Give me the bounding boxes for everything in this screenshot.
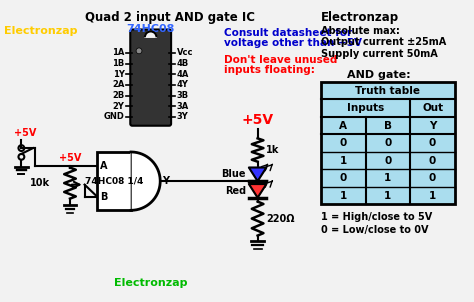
Text: Electronzap: Electronzap [320, 11, 399, 24]
Text: 1: 1 [384, 173, 392, 183]
Text: 0: 0 [429, 156, 436, 166]
Text: Electronzap: Electronzap [114, 278, 187, 288]
Text: Y: Y [162, 176, 169, 186]
Polygon shape [249, 168, 266, 181]
Text: 4A: 4A [177, 70, 189, 79]
Bar [321, 82, 455, 204]
Text: 0: 0 [384, 156, 392, 166]
Text: Don't leave unused: Don't leave unused [224, 55, 337, 65]
Text: Out: Out [422, 103, 443, 113]
Text: 10k: 10k [30, 178, 51, 188]
Text: 0: 0 [339, 173, 347, 183]
Text: Blue: Blue [221, 169, 246, 179]
Text: Y: Y [429, 121, 436, 131]
Text: Consult datasheet for: Consult datasheet for [224, 27, 352, 37]
Text: 74HC08: 74HC08 [127, 24, 175, 34]
Text: 1A: 1A [112, 48, 125, 57]
Circle shape [18, 145, 24, 151]
Text: 1Y: 1Y [112, 70, 125, 79]
Text: B: B [100, 192, 108, 202]
Text: A: A [339, 121, 347, 131]
Text: Truth table: Truth table [356, 86, 420, 96]
Text: 1: 1 [339, 191, 347, 201]
Text: Output current ±25mA: Output current ±25mA [321, 37, 446, 47]
Text: B: B [384, 121, 392, 131]
Text: GND: GND [103, 112, 125, 121]
Circle shape [136, 48, 142, 54]
Text: Vcc: Vcc [177, 48, 193, 57]
Text: Electronzap: Electronzap [4, 26, 77, 36]
Text: 1k: 1k [266, 145, 280, 155]
Text: Red: Red [225, 186, 246, 196]
Text: 220Ω: 220Ω [266, 214, 295, 223]
Text: inputs floating:: inputs floating: [224, 66, 314, 76]
Text: 1: 1 [339, 156, 347, 166]
Text: voltage other than +5V: voltage other than +5V [224, 38, 362, 48]
Bar [97, 152, 131, 210]
Text: +5V: +5V [14, 128, 36, 138]
Text: 4B: 4B [177, 59, 189, 68]
Text: 0: 0 [429, 173, 436, 183]
Text: 4Y: 4Y [177, 80, 189, 89]
Text: 1: 1 [384, 191, 392, 201]
Text: AND gate:: AND gate: [347, 70, 411, 80]
Text: Absolute max:: Absolute max: [321, 26, 400, 36]
Text: 1 = High/close to 5V: 1 = High/close to 5V [321, 212, 432, 222]
Text: 3Y: 3Y [177, 112, 189, 121]
Text: 74HC08 1/4: 74HC08 1/4 [85, 177, 143, 186]
Text: 0: 0 [384, 138, 392, 148]
Text: Quad 2 input AND gate IC: Quad 2 input AND gate IC [85, 11, 255, 24]
Text: 0: 0 [429, 138, 436, 148]
FancyBboxPatch shape [130, 30, 171, 126]
Polygon shape [131, 152, 160, 210]
Text: Supply current 50mA: Supply current 50mA [321, 49, 438, 59]
Text: 2A: 2A [112, 80, 125, 89]
Text: A: A [100, 161, 108, 171]
Text: +5V: +5V [59, 153, 81, 163]
Text: Inputs: Inputs [347, 103, 384, 113]
Text: 3B: 3B [177, 91, 189, 100]
Wedge shape [145, 31, 156, 37]
Text: +5V: +5V [242, 113, 273, 127]
Text: 1: 1 [429, 191, 436, 201]
Text: 2B: 2B [112, 91, 125, 100]
Circle shape [18, 154, 24, 160]
Text: 2Y: 2Y [112, 102, 125, 111]
Polygon shape [249, 184, 266, 198]
Text: 0 = Low/close to 0V: 0 = Low/close to 0V [321, 225, 428, 235]
Text: 1B: 1B [112, 59, 125, 68]
Text: 3A: 3A [177, 102, 189, 111]
Text: 0: 0 [339, 138, 347, 148]
